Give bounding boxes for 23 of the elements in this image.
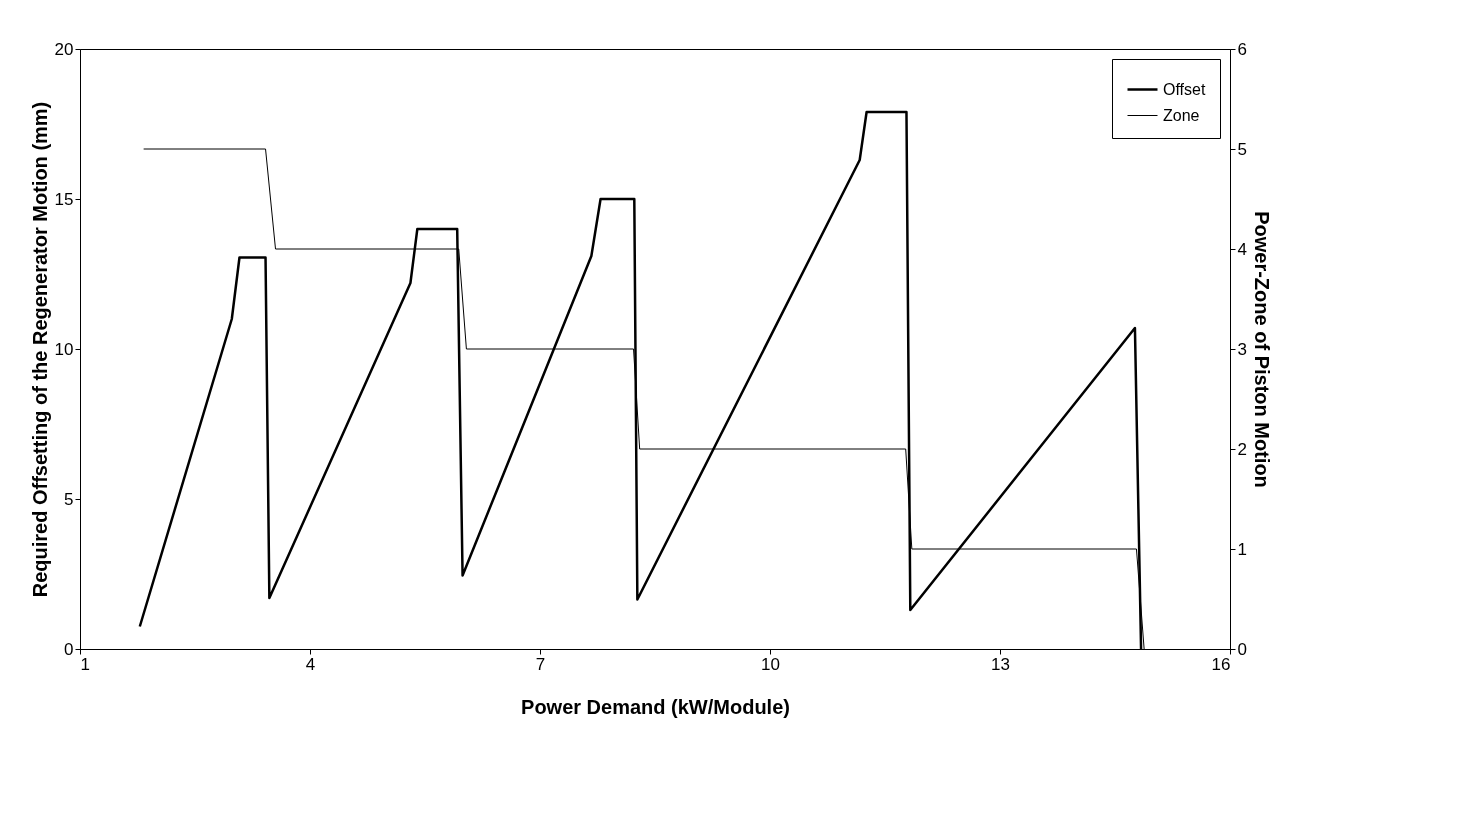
x-tick-label: 16 xyxy=(1211,654,1231,674)
legend-label: Zone xyxy=(1163,106,1200,124)
y2-tick-label: 4 xyxy=(1237,239,1247,259)
x-tick-label: 4 xyxy=(305,654,316,674)
x-tick-label: 1 xyxy=(80,654,90,674)
legend-label: Offset xyxy=(1163,80,1206,98)
y2-axis-title: Power-Zone of Piston Motion xyxy=(1250,211,1273,488)
x-axis-title: Power Demand (kW/Module) xyxy=(521,695,790,718)
y2-tick-label: 1 xyxy=(1237,539,1247,559)
y-tick-label: 10 xyxy=(54,339,74,359)
y2-tick-label: 6 xyxy=(1237,39,1247,59)
x-tick-label: 7 xyxy=(535,654,546,674)
x-tick-label: 10 xyxy=(761,654,780,674)
y-tick-label: 20 xyxy=(54,39,74,59)
y2-tick-label: 2 xyxy=(1237,439,1247,459)
y-tick-label: 0 xyxy=(64,639,74,659)
y-tick-label: 15 xyxy=(54,189,74,209)
y-axis-title: Required Offsetting of the Regenerator Motion (mm) xyxy=(28,101,51,598)
x-tick-label: 13 xyxy=(991,654,1010,674)
y-tick-label: 5 xyxy=(64,489,74,509)
y2-tick-label: 5 xyxy=(1237,139,1247,159)
y2-tick-label: 0 xyxy=(1237,639,1247,659)
y2-tick-label: 3 xyxy=(1237,339,1247,359)
